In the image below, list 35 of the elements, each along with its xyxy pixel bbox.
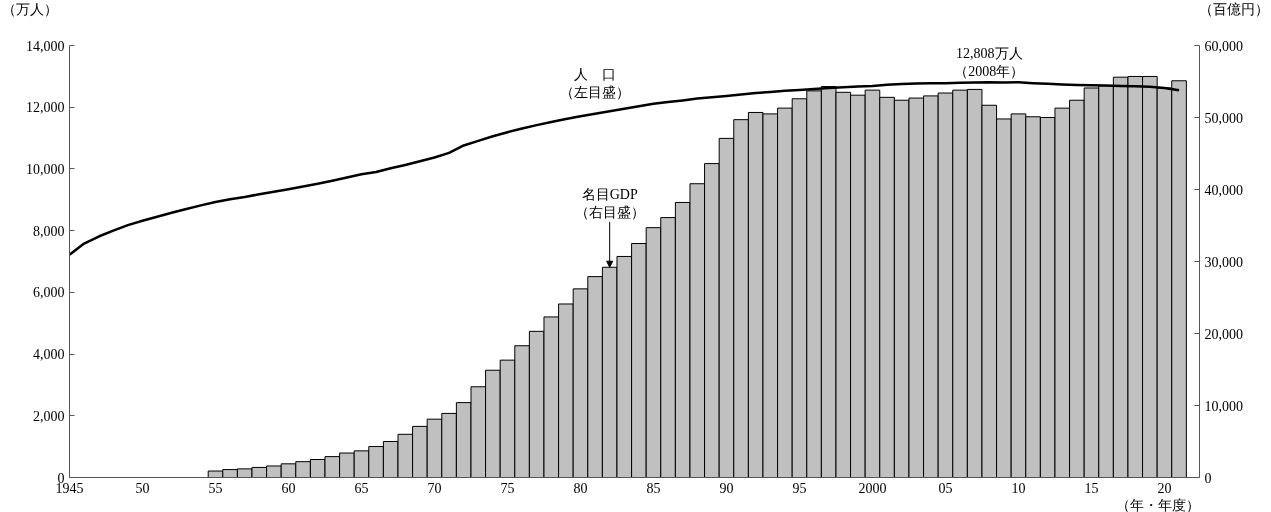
y2-tick-label: 50,000 — [1204, 110, 1243, 126]
y2-tick-label: 40,000 — [1204, 182, 1243, 198]
x-tick-label: 2000 — [858, 480, 887, 496]
y-tick-label: 8,000 — [33, 223, 65, 239]
y-tick-label: 4,000 — [33, 347, 65, 363]
y-tick-label: 12,000 — [26, 100, 65, 116]
x-tick-label: 50 — [135, 480, 150, 496]
x-tick-label: 75 — [500, 480, 515, 496]
x-axis-title: （年・年度） — [1115, 497, 1200, 512]
y2-tick-label: 30,000 — [1204, 254, 1243, 270]
x-tick-label: 65 — [354, 480, 369, 496]
y-tick-label: 6,000 — [33, 285, 65, 301]
x-tick-label: 85 — [646, 480, 661, 496]
x-tick-label: 95 — [792, 480, 807, 496]
x-tick-label: 90 — [719, 480, 734, 496]
y-tick-label: 10,000 — [26, 161, 65, 177]
x-tick-label: 05 — [938, 480, 953, 496]
y-tick-label: 2,000 — [33, 408, 65, 424]
series-label: 名目GDP（右目盛） — [574, 186, 645, 220]
x-tick-label: 10 — [1011, 480, 1026, 496]
y2-axis-title: （百億円） — [1199, 1, 1269, 19]
x-tick-label: 60 — [281, 480, 296, 496]
y2-tick-label: 10,000 — [1204, 398, 1243, 414]
x-tick-label: 70 — [427, 480, 442, 496]
x-tick-label: 55 — [208, 480, 223, 496]
y-tick-label: 14,000 — [26, 38, 65, 54]
y2-tick-label: 20,000 — [1204, 326, 1243, 342]
y2-tick-label: 0 — [1204, 470, 1212, 486]
x-tick-label: 20 — [1157, 480, 1172, 496]
y-axis-title: （万人） — [2, 1, 58, 19]
annotation: 12,808万人（2008年） — [954, 46, 1025, 80]
y2-tick-label: 60,000 — [1204, 38, 1243, 54]
x-tick-label: 80 — [573, 480, 588, 496]
x-tick-label: 15 — [1084, 480, 1099, 496]
series-label: 人 口（左目盛） — [560, 66, 631, 100]
